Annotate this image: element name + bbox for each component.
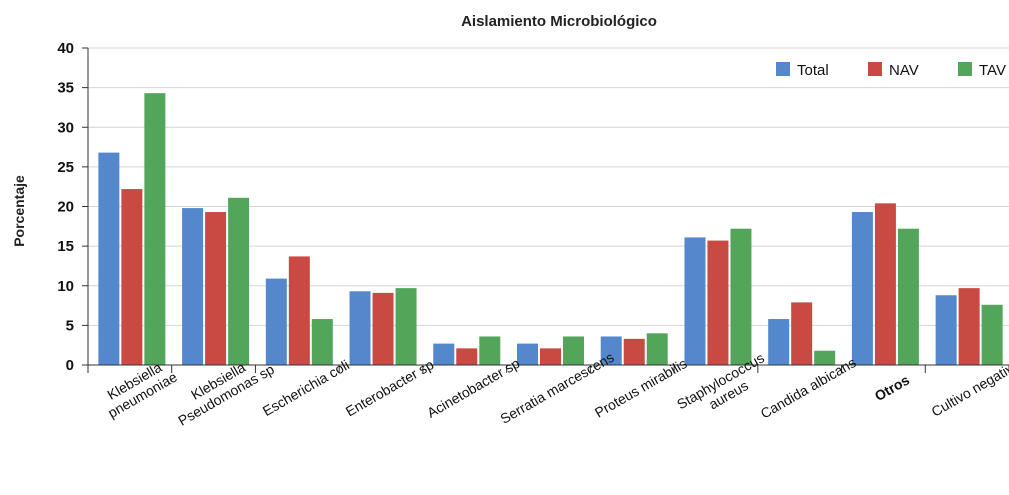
bar-tav bbox=[144, 93, 166, 366]
bar-total bbox=[433, 343, 455, 365]
bar-nav bbox=[958, 288, 980, 365]
bar-tav bbox=[479, 336, 501, 365]
bar-tav bbox=[730, 228, 752, 365]
legend-label-nav: NAV bbox=[889, 62, 919, 79]
bar-nav bbox=[288, 256, 310, 365]
bar-total bbox=[768, 319, 790, 365]
bar-nav bbox=[121, 189, 143, 365]
bar-total bbox=[98, 152, 120, 365]
bar-total bbox=[265, 278, 287, 365]
y-tick-label: 5 bbox=[66, 317, 74, 334]
y-tick-label: 35 bbox=[57, 80, 74, 97]
y-tick-label: 10 bbox=[57, 278, 74, 295]
bar-total bbox=[851, 212, 873, 365]
bar-nav bbox=[456, 348, 478, 365]
y-tick-label: 40 bbox=[57, 40, 74, 57]
x-tick-label: Escherichia coli bbox=[260, 357, 352, 419]
bar-tav bbox=[897, 228, 919, 365]
legend-swatch-total bbox=[776, 62, 790, 76]
bar-tav bbox=[814, 350, 836, 365]
y-tick-label: 25 bbox=[57, 159, 74, 176]
legend-swatch-tav bbox=[958, 62, 972, 76]
x-tick-label: Otros bbox=[872, 371, 913, 404]
bar-total bbox=[935, 295, 957, 365]
bar-nav bbox=[540, 348, 561, 365]
bar-total bbox=[349, 291, 371, 365]
bar-tav bbox=[395, 288, 417, 365]
y-tick-label: 30 bbox=[57, 119, 74, 136]
legend-swatch-nav bbox=[868, 62, 882, 76]
x-axis bbox=[82, 47, 1009, 373]
bar-tav bbox=[646, 333, 668, 365]
y-tick-label: 0 bbox=[66, 357, 74, 374]
legend-label-total: Total bbox=[797, 62, 829, 79]
bar-nav bbox=[707, 240, 729, 365]
bar-nav bbox=[874, 203, 896, 365]
chart-title: Aislamiento Microbiológico bbox=[461, 13, 657, 30]
bar-nav bbox=[791, 302, 813, 365]
bar-tav bbox=[311, 319, 333, 365]
y-axis-ticks: 0 5 10 15 20 25 30 35 40 bbox=[57, 40, 74, 374]
bar-tav bbox=[981, 304, 1003, 365]
bar-nav bbox=[623, 338, 645, 365]
bar-nav bbox=[205, 212, 227, 365]
bar-tav bbox=[228, 197, 250, 365]
x-tick-label: Enterobacter sp bbox=[343, 356, 437, 419]
bar-tav bbox=[563, 336, 584, 365]
bar-total bbox=[182, 208, 204, 365]
legend: Total NAV TAV bbox=[776, 62, 1006, 79]
bars bbox=[98, 93, 1003, 366]
bar-total bbox=[517, 343, 538, 365]
y-tick-label: 20 bbox=[57, 199, 74, 216]
y-tick-label: 15 bbox=[57, 238, 74, 255]
legend-label-tav: TAV bbox=[979, 62, 1006, 79]
bar-nav bbox=[372, 292, 394, 365]
bar-total bbox=[600, 336, 622, 365]
bar-total bbox=[684, 237, 706, 365]
y-axis-label: Porcentaje bbox=[11, 175, 27, 247]
